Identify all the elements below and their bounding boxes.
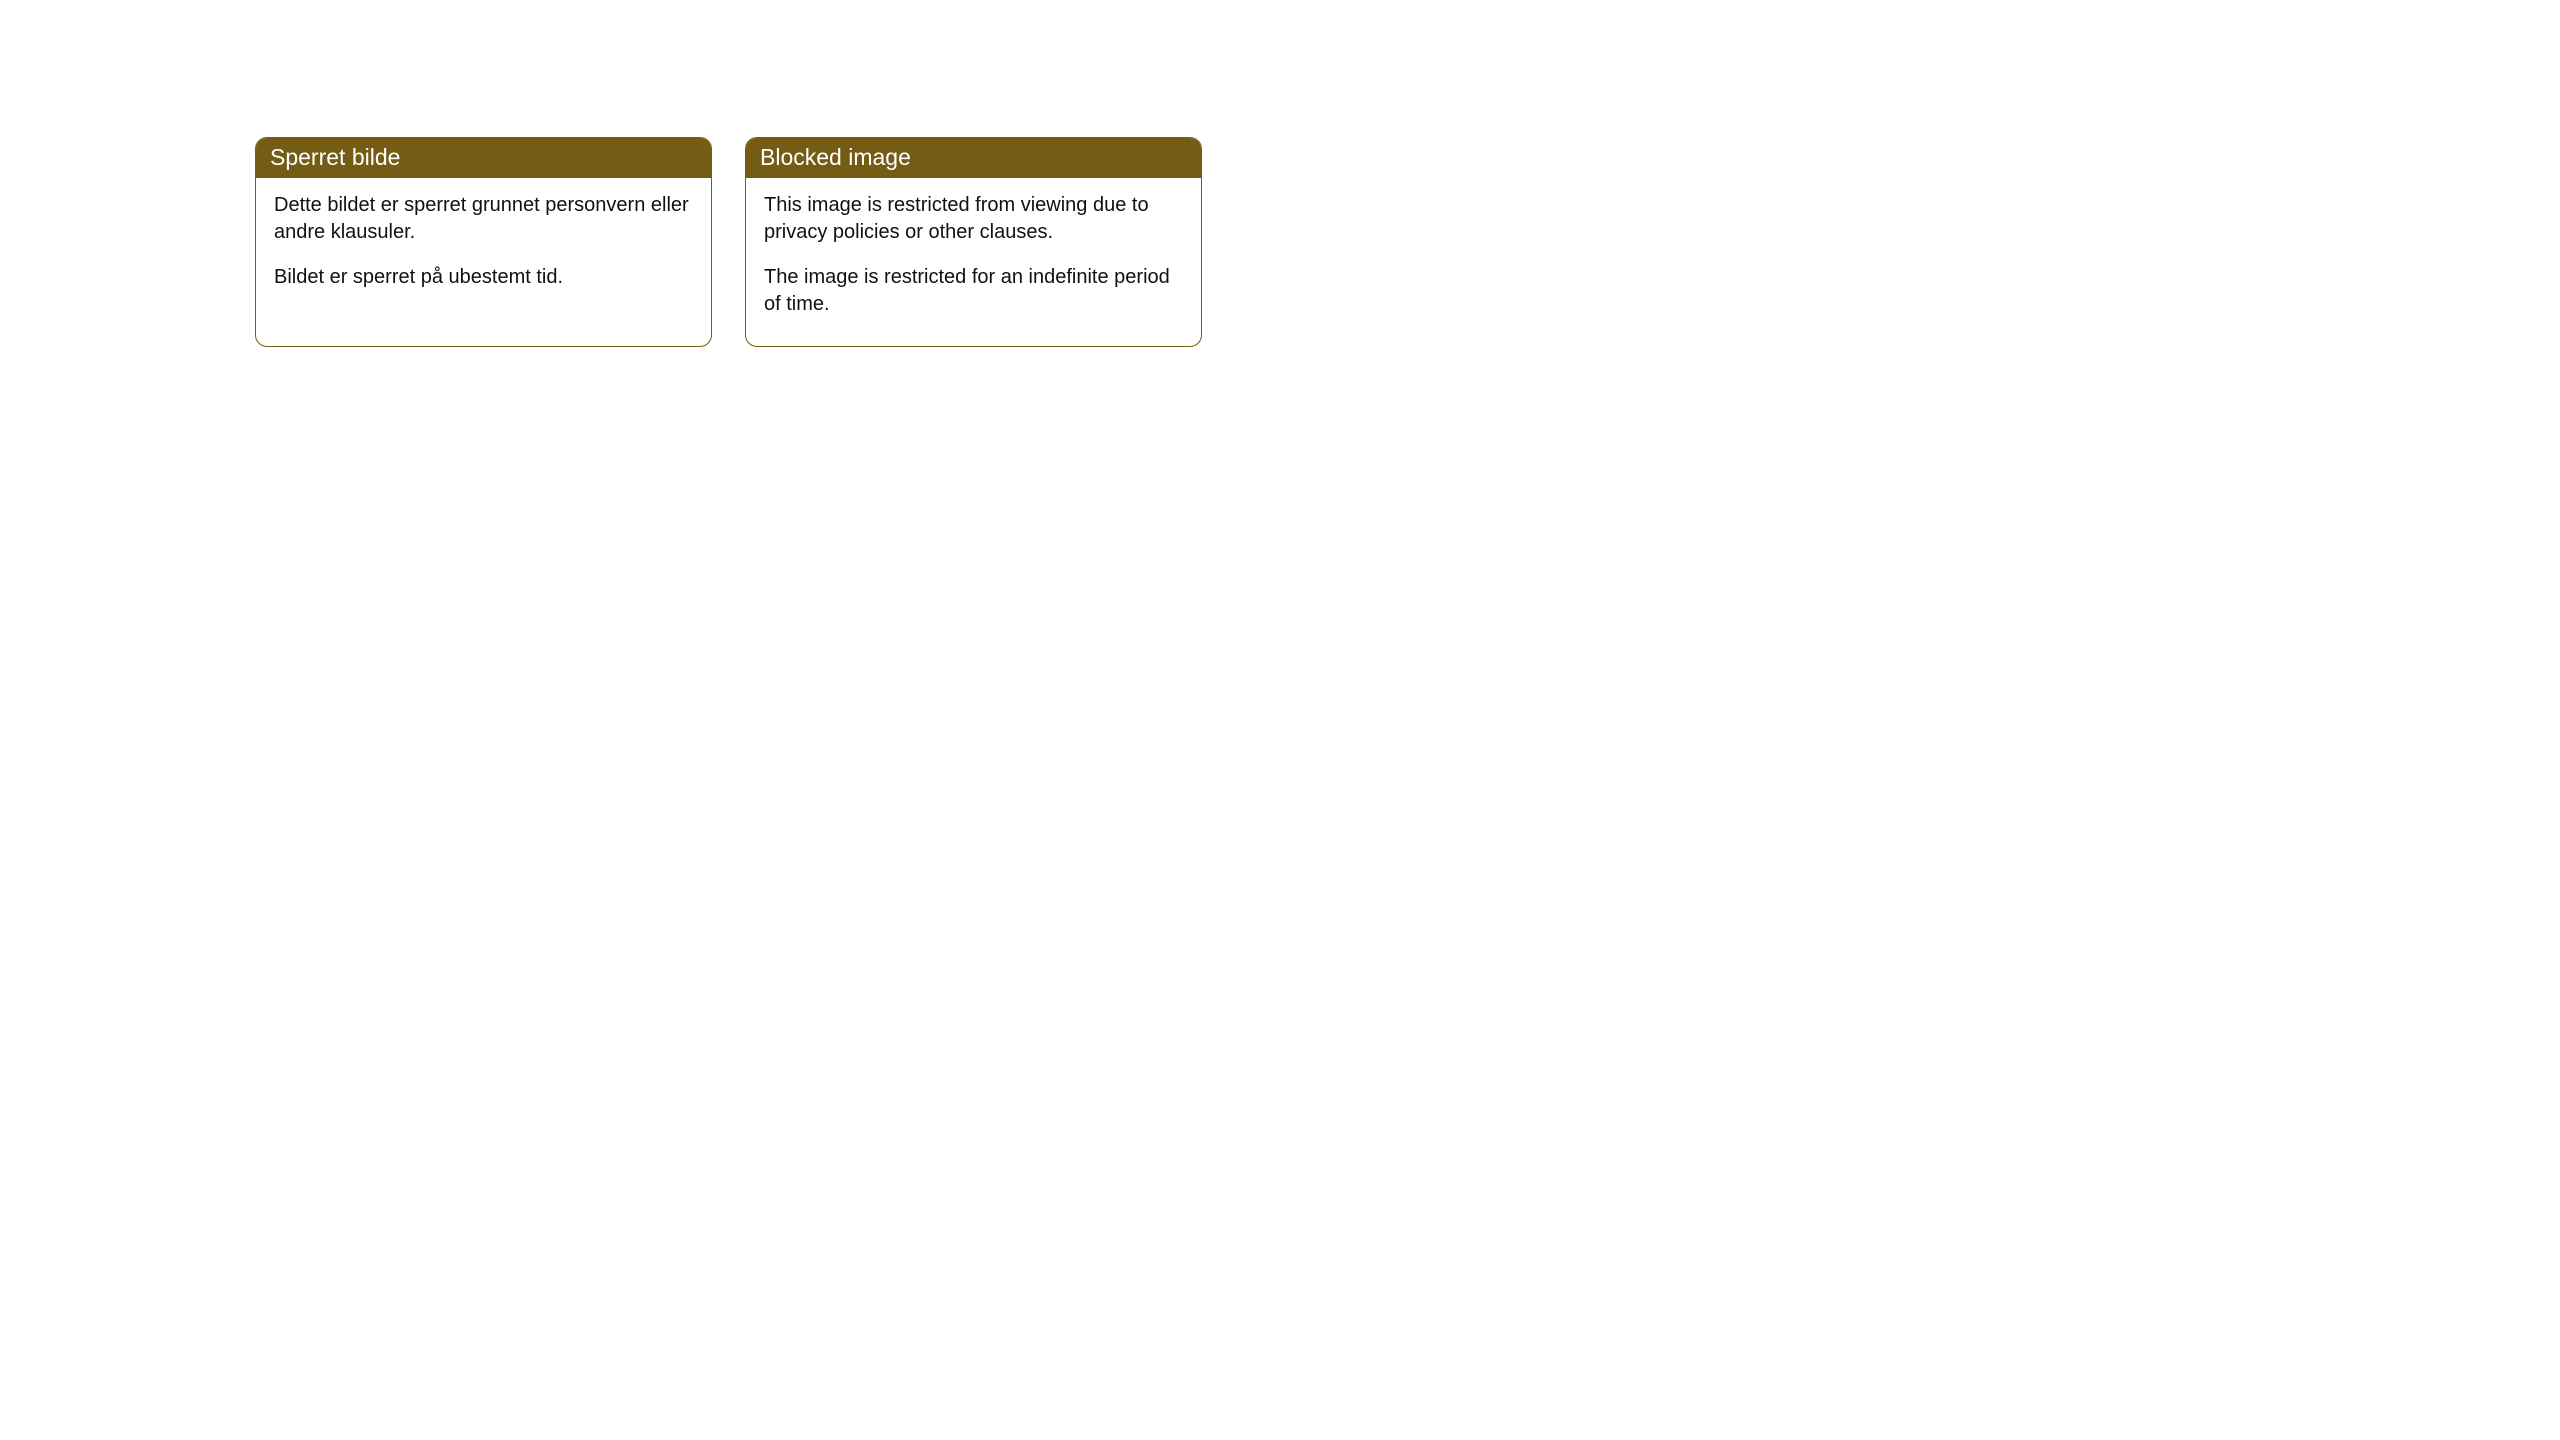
- card-paragraph: Bildet er sperret på ubestemt tid.: [274, 264, 693, 291]
- card-paragraph: Dette bildet er sperret grunnet personve…: [274, 192, 693, 246]
- card-title: Blocked image: [746, 138, 1201, 178]
- notice-card-norwegian: Sperret bilde Dette bildet er sperret gr…: [255, 137, 712, 347]
- card-paragraph: The image is restricted for an indefinit…: [764, 264, 1183, 318]
- card-body: This image is restricted from viewing du…: [746, 178, 1201, 346]
- notice-card-english: Blocked image This image is restricted f…: [745, 137, 1202, 347]
- card-paragraph: This image is restricted from viewing du…: [764, 192, 1183, 246]
- notice-cards-container: Sperret bilde Dette bildet er sperret gr…: [0, 137, 2560, 347]
- card-title: Sperret bilde: [256, 138, 711, 178]
- card-body: Dette bildet er sperret grunnet personve…: [256, 178, 711, 319]
